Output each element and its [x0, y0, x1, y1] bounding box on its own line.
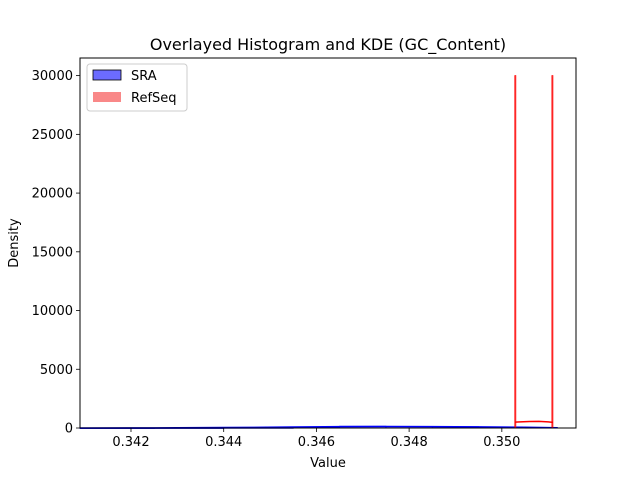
legend: SRA RefSeq [86, 63, 188, 112]
y-tick-label: 10000 [32, 304, 73, 319]
x-tick-label: 0.350 [483, 435, 520, 450]
x-tick-label: 0.346 [298, 435, 335, 450]
y-axis-ticks: 0 5000 10000 15000 20000 25000 30000 [32, 69, 80, 437]
y-tick-label: 20000 [32, 187, 73, 202]
y-tick-label: 5000 [40, 363, 73, 378]
legend-swatch-sra [92, 69, 122, 81]
x-tick-label: 0.344 [205, 435, 242, 450]
kde-line-refseq [514, 420, 553, 424]
axes-background [80, 58, 576, 428]
plot-area: 0.342 0.344 0.346 0.348 0.350 0 5000 10000 1500… [32, 57, 577, 450]
legend-swatch-refseq [93, 92, 121, 102]
y-tick-label: 0 [65, 422, 73, 437]
x-tick-label: 0.342 [112, 435, 149, 450]
legend-label-refseq: RefSeq [131, 91, 177, 106]
x-tick-label: 0.348 [391, 435, 428, 450]
y-tick-label: 25000 [32, 128, 73, 143]
y-tick-label: 15000 [32, 245, 73, 260]
x-axis-label: Value [310, 456, 346, 471]
y-tick-label: 30000 [32, 69, 73, 84]
y-axis-label: Density [7, 218, 22, 268]
bar-refseq-1 [551, 75, 554, 429]
legend-label-sra: SRA [131, 69, 157, 84]
chart-title: Overlayed Histogram and KDE (GC_Content) [150, 35, 506, 55]
x-axis-ticks: 0.342 0.344 0.346 0.348 0.350 [112, 428, 520, 450]
axes-frame [79, 57, 577, 429]
bar-refseq-0 [514, 75, 517, 429]
